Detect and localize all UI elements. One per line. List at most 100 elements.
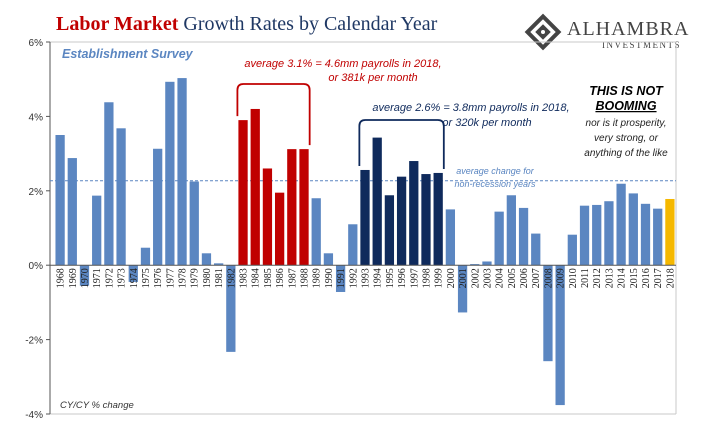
- bar-2017: [653, 208, 663, 266]
- bar-2005: [506, 195, 516, 266]
- bar-1991: [335, 265, 346, 292]
- x-tick-label: 2011: [580, 268, 591, 288]
- bar-1994: [372, 137, 382, 266]
- bar-2007: [531, 233, 541, 266]
- red-annotation-line1: average 3.1% = 4.6mm payrolls in 2018,: [244, 58, 441, 70]
- bar-1968: [55, 135, 65, 266]
- bar-2000: [445, 209, 456, 266]
- x-tick-label: 1997: [409, 268, 420, 288]
- bar-1978: [177, 78, 187, 266]
- x-tick-label: 1999: [434, 268, 445, 288]
- booming-heading1: THIS IS NOT: [589, 84, 664, 98]
- bar-2003: [482, 261, 492, 266]
- bar-2008: [543, 265, 553, 362]
- bar-1989: [311, 198, 321, 266]
- bar-1973: [116, 128, 126, 266]
- booming-note3: anything of the like: [584, 148, 668, 159]
- x-tick-label: 2010: [568, 268, 579, 288]
- x-tick-label: 1968: [56, 268, 67, 288]
- y-tick-label: -2%: [25, 336, 43, 347]
- x-tick-label: 2018: [665, 268, 676, 288]
- bar-2013: [604, 201, 614, 266]
- x-tick-label: 2006: [519, 268, 530, 288]
- x-tick-label: 1988: [300, 268, 311, 288]
- bar-1982: [226, 265, 236, 352]
- x-axis-ticks: 1968 1969 1970 1971 1972 1973 1974 1975 1976 1977…: [56, 268, 677, 288]
- bar-1998: [421, 174, 431, 266]
- chart-title-part1: Labor Market: [56, 13, 179, 35]
- y-tick-label: 4%: [29, 112, 44, 123]
- x-tick-label: 2004: [495, 268, 506, 288]
- x-tick-label: 1985: [263, 268, 274, 288]
- bar-1995: [384, 195, 395, 266]
- x-tick-label: 1995: [385, 268, 396, 288]
- bar-2006: [518, 207, 529, 266]
- bar-1984: [250, 108, 260, 266]
- bar-2016: [640, 203, 651, 266]
- x-tick-label: 2016: [641, 268, 652, 288]
- bar-1988: [299, 149, 309, 266]
- x-tick-label: 1991: [336, 268, 347, 288]
- bar-1974: [128, 265, 138, 282]
- x-tick-label: 1973: [117, 268, 128, 288]
- x-tick-label: 2002: [470, 268, 481, 288]
- bar-1985: [262, 168, 273, 266]
- booming-note1: nor is it prosperity,: [586, 118, 667, 129]
- x-tick-label: 2015: [629, 268, 640, 288]
- x-tick-label: 2009: [556, 268, 567, 288]
- logo-tagline: INVESTMENTS: [602, 40, 681, 50]
- bar-2004: [494, 211, 504, 266]
- x-tick-label: 2001: [458, 268, 469, 288]
- bar-2018: [665, 198, 675, 266]
- y-tick-label: -4%: [25, 410, 43, 421]
- bar-2001: [457, 265, 468, 313]
- bar-1990: [323, 253, 334, 266]
- x-tick-label: 1978: [178, 268, 189, 288]
- x-tick-label: 1977: [165, 268, 176, 288]
- x-tick-label: 2000: [446, 268, 457, 288]
- bracket-red: [236, 83, 311, 146]
- y-tick-label: 2%: [29, 187, 44, 198]
- x-tick-label: 1980: [202, 268, 213, 288]
- chart-title-part2: Growth Rates by Calendar Year: [178, 13, 437, 35]
- bar-1996: [396, 176, 407, 266]
- bar-1983: [238, 120, 248, 266]
- x-tick-label: 1983: [239, 268, 250, 288]
- bar-1972: [104, 102, 114, 266]
- bars: [55, 78, 675, 406]
- bar-1969: [67, 158, 77, 266]
- x-tick-label: 1989: [312, 268, 323, 288]
- bar-2015: [628, 193, 638, 266]
- chart-subtitle: Establishment Survey: [62, 47, 194, 61]
- bar-1986: [274, 192, 285, 266]
- x-tick-label: 1970: [80, 268, 91, 288]
- x-tick-label: 2005: [507, 268, 518, 288]
- navy-annotation-line1: average 2.6% = 3.8mm payrolls in 2018,: [372, 102, 569, 114]
- booming-heading2: BOOMING: [595, 99, 656, 113]
- x-tick-label: 2008: [543, 268, 554, 288]
- navy-annotation-line2: or 320k per month: [442, 117, 531, 129]
- bar-1979: [189, 181, 199, 266]
- chart-title: Labor Market Growth Rates by Calendar Ye…: [56, 13, 438, 35]
- bar-1993: [360, 169, 370, 266]
- bar-1971: [92, 195, 102, 266]
- bar-1976: [153, 148, 163, 266]
- bracket-navy: [358, 119, 445, 169]
- x-tick-label: 1969: [68, 268, 79, 288]
- bar-1987: [287, 149, 297, 266]
- logo-name: ALHAMBRA: [567, 18, 689, 40]
- booming-note2: very strong, or: [594, 133, 659, 144]
- x-tick-label: 1996: [397, 268, 408, 288]
- bar-2011: [579, 205, 590, 266]
- diamond-emblem-icon: [524, 13, 562, 51]
- x-tick-label: 2013: [604, 268, 615, 288]
- bar-2009: [555, 265, 565, 406]
- footnote: CY/CY % change: [60, 400, 134, 411]
- bar-1975: [140, 247, 151, 266]
- x-tick-label: 1975: [141, 268, 152, 288]
- x-tick-label: 2012: [592, 268, 603, 288]
- x-tick-label: 1982: [226, 268, 237, 288]
- bar-2010: [567, 234, 577, 266]
- x-tick-label: 1986: [275, 268, 286, 288]
